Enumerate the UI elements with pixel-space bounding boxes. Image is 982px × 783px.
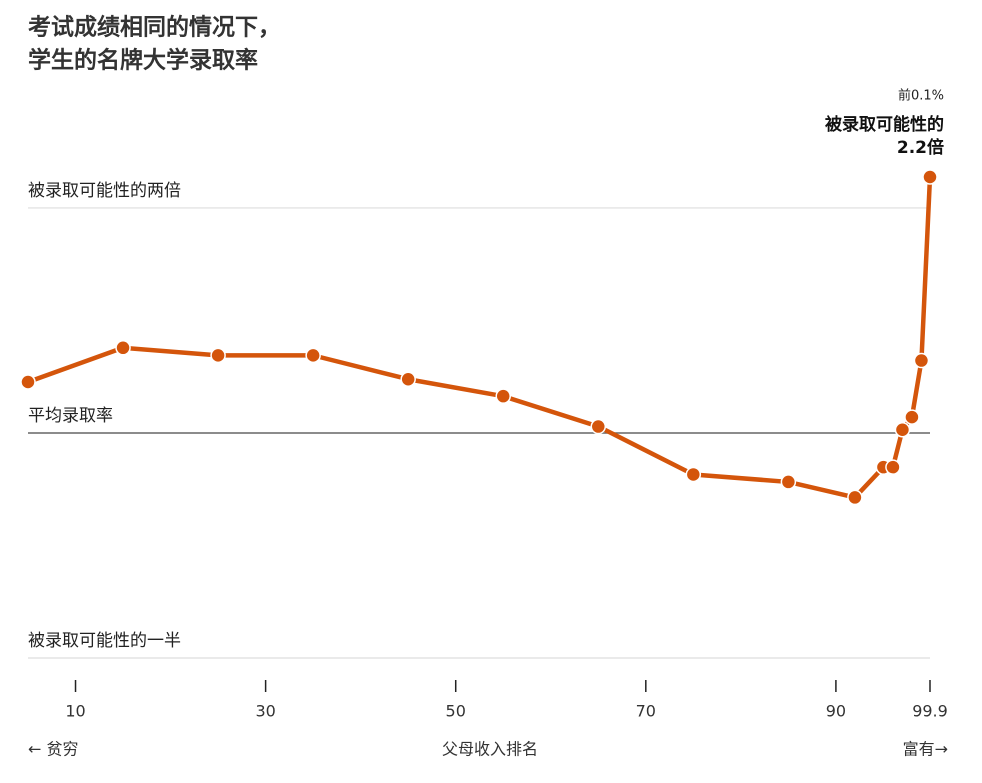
point <box>305 347 321 364</box>
point <box>400 371 416 387</box>
x-tick-label: 10 <box>65 702 85 721</box>
point <box>495 388 511 404</box>
x-tick-label: 90 <box>826 702 846 721</box>
point <box>922 169 938 185</box>
x-tick-label: 50 <box>446 702 466 721</box>
point <box>885 459 901 475</box>
x-tick-label: 99.9 <box>912 702 948 721</box>
x-tick-label: 30 <box>255 702 275 721</box>
y-tick-label: 被录取可能性的两倍 <box>28 181 181 201</box>
x-axis-label: 父母收入排名 <box>442 740 538 759</box>
x-tick-label: 70 <box>636 702 656 721</box>
point <box>590 418 607 435</box>
chart-title: 学生的名牌大学录取率 <box>28 47 258 74</box>
point <box>904 409 920 425</box>
x-left-label: ← 贫穷 <box>28 740 79 759</box>
point <box>685 466 702 483</box>
annotation: 前0.1% <box>898 88 944 104</box>
point <box>20 374 36 390</box>
chart-title: 考试成绩相同的情况下， <box>28 14 281 41</box>
point <box>894 421 911 438</box>
point <box>913 352 930 369</box>
x-right-label: 富有→ <box>903 740 948 759</box>
point <box>780 474 797 490</box>
y-tick-label: 平均录取率 <box>28 406 113 426</box>
y-tick-label: 被录取可能性的一半 <box>28 631 181 651</box>
line <box>27 176 933 500</box>
point <box>847 489 863 506</box>
point <box>115 340 131 356</box>
annotation: 被录取可能性的 <box>825 114 944 135</box>
annotation: 2.2倍 <box>897 137 944 158</box>
point <box>210 347 226 364</box>
